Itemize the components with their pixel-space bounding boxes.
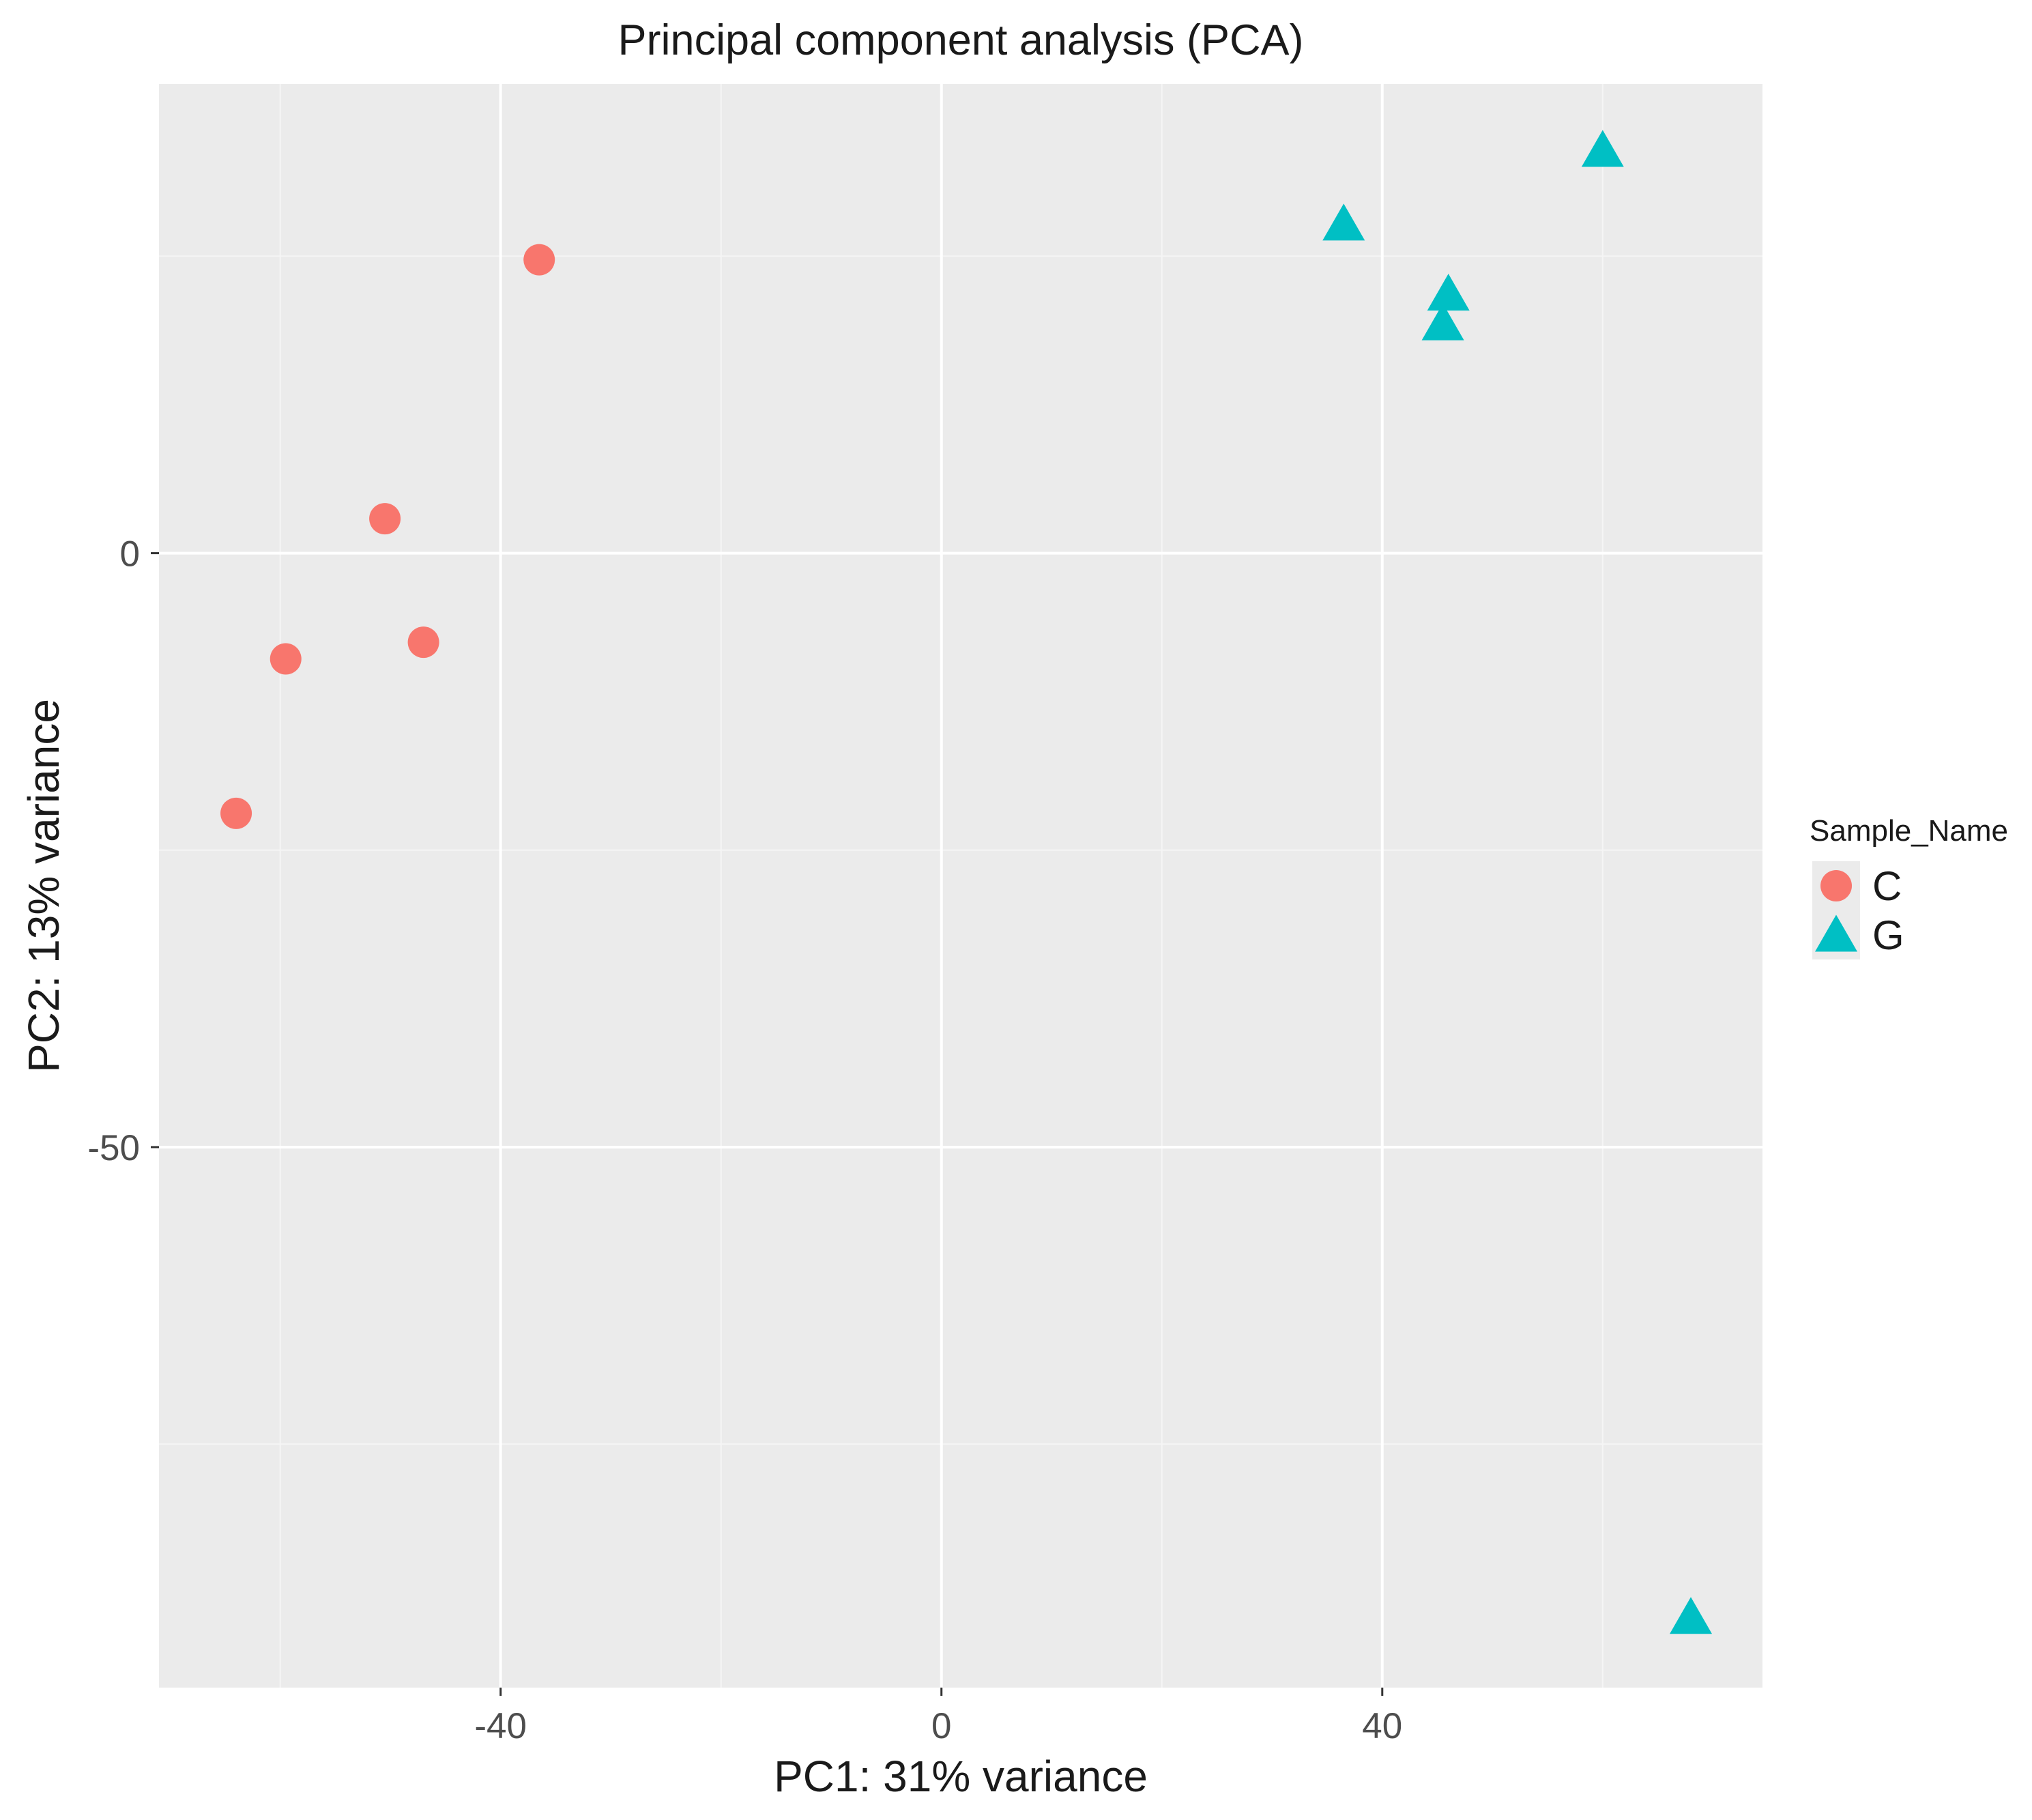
x-axis-title: PC1: 31% variance bbox=[774, 1752, 1148, 1801]
point-G-1 bbox=[1581, 130, 1624, 167]
point-C-2 bbox=[369, 503, 401, 535]
y-tick-labels: 0 -50 bbox=[87, 534, 140, 1168]
x-tick-label: 40 bbox=[1362, 1706, 1402, 1746]
legend: Sample_Name CG bbox=[1810, 814, 2008, 959]
legend-label-C: C bbox=[1872, 863, 1902, 909]
legend-label-G: G bbox=[1872, 912, 1904, 958]
chart-title: Principal component analysis (PCA) bbox=[618, 16, 1304, 64]
plot-panel bbox=[159, 84, 1762, 1688]
point-G-2 bbox=[1322, 203, 1365, 241]
data-points bbox=[220, 130, 1713, 1634]
x-tick-label: 0 bbox=[931, 1706, 951, 1746]
point-C-1 bbox=[523, 244, 555, 276]
legend-title: Sample_Name bbox=[1810, 814, 2008, 848]
legend-key-C-circle-icon bbox=[1820, 870, 1852, 901]
legend-items: CG bbox=[1812, 861, 1904, 959]
point-G-4 bbox=[1421, 303, 1464, 341]
y-tick-label: 0 bbox=[120, 534, 140, 575]
point-C-4 bbox=[270, 643, 302, 675]
point-G-5 bbox=[1670, 1597, 1713, 1634]
x-tick-labels: -40 0 40 bbox=[474, 1706, 1402, 1746]
point-C-3 bbox=[407, 626, 439, 659]
point-C-5 bbox=[220, 797, 252, 829]
point-G-3 bbox=[1427, 274, 1470, 311]
minor-gridlines bbox=[159, 84, 1762, 1688]
y-axis-title: PC2: 13% variance bbox=[19, 699, 68, 1073]
legend-key-G-triangle-icon bbox=[1815, 914, 1857, 952]
major-gridlines bbox=[159, 84, 1762, 1688]
axis-ticks bbox=[151, 552, 1384, 1696]
x-tick-label: -40 bbox=[474, 1706, 527, 1746]
y-tick-label: -50 bbox=[87, 1128, 140, 1168]
